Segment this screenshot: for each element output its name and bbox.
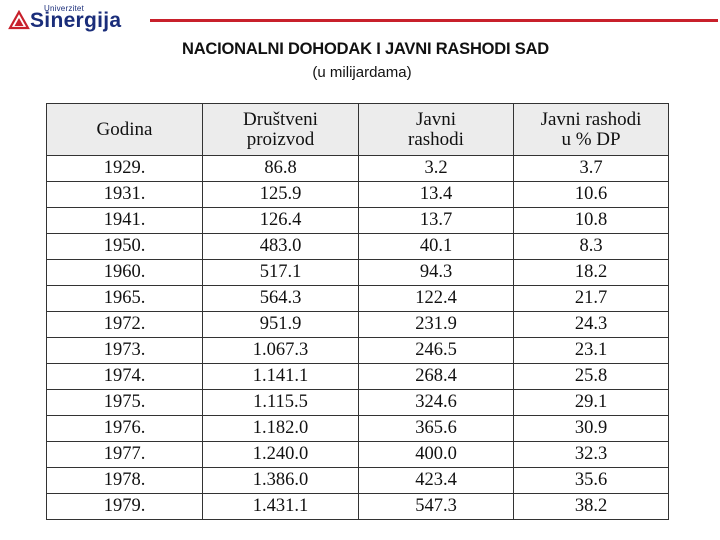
gdp-cell: 1.067.3 — [202, 337, 359, 364]
public-expenditure-cell: 3.2 — [358, 155, 514, 182]
expenditure-percent-cell: 21.7 — [513, 285, 669, 312]
table-row: 1976. 1.182.0 365.6 30.9 — [46, 415, 669, 442]
year-cell: 1977. — [46, 441, 203, 468]
public-expenditure-cell: 246.5 — [358, 337, 514, 364]
column-header-line: Javni rashodi — [540, 108, 642, 130]
table-row: 1972. 951.9 231.9 24.3 — [46, 311, 669, 338]
year-cell: 1960. — [46, 259, 203, 286]
table-row: 1929. 86.8 3.2 3.7 — [46, 155, 669, 182]
header-bar: Univerzitet Sinergija — [0, 0, 720, 44]
logo-subtext: Univerzitet — [44, 4, 84, 13]
gdp-cell: 1.431.1 — [202, 493, 359, 520]
year-cell: 1978. — [46, 467, 203, 494]
page-subtitle: (u milijardama) — [312, 64, 412, 81]
table-row: 1979. 1.431.1 547.3 38.2 — [46, 493, 669, 520]
university-logo: Univerzitet Sinergija — [8, 4, 148, 38]
expenditure-percent-cell: 24.3 — [513, 311, 669, 338]
expenditure-percent-cell: 10.8 — [513, 207, 669, 234]
year-cell: 1972. — [46, 311, 203, 338]
expenditure-percent-cell: 18.2 — [513, 259, 669, 286]
page-title: NACIONALNI DOHODAK I JAVNI RASHODI SAD — [182, 40, 550, 58]
column-header-line: Godina — [96, 118, 153, 140]
year-cell: 1973. — [46, 337, 203, 364]
year-cell: 1975. — [46, 389, 203, 416]
year-cell: 1929. — [46, 155, 203, 182]
gdp-cell: 86.8 — [202, 155, 359, 182]
gdp-cell: 126.4 — [202, 207, 359, 234]
gdp-cell: 1.141.1 — [202, 363, 359, 390]
year-cell: 1965. — [46, 285, 203, 312]
public-expenditure-cell: 365.6 — [358, 415, 514, 442]
table-row: 1950. 483.0 40.1 8.3 — [46, 233, 669, 260]
gdp-cell: 1.115.5 — [202, 389, 359, 416]
public-expenditure-cell: 400.0 — [358, 441, 514, 468]
public-expenditure-cell: 324.6 — [358, 389, 514, 416]
public-expenditure-cell: 122.4 — [358, 285, 514, 312]
year-cell: 1974. — [46, 363, 203, 390]
table-body: 1929. 86.8 3.2 3.7 1931. 125.9 13.4 10.6 1941. 12… — [46, 155, 669, 520]
public-expenditure-cell: 423.4 — [358, 467, 514, 494]
logo-name: Sinergija — [30, 9, 122, 32]
column-header-line: Javni — [415, 108, 457, 130]
public-expenditure-cell: 268.4 — [358, 363, 514, 390]
gdp-cell: 1.182.0 — [202, 415, 359, 442]
public-expenditure-cell: 40.1 — [358, 233, 514, 260]
table-row: 1974. 1.141.1 268.4 25.8 — [46, 363, 669, 390]
column-header-public-expenditure: Javni rashodi — [358, 103, 514, 156]
expenditure-percent-cell: 38.2 — [513, 493, 669, 520]
gdp-cell: 517.1 — [202, 259, 359, 286]
income-expenditure-table: Godina Društveni proizvod Javni rashodi Javni… — [46, 103, 669, 520]
column-header-line: u % DP — [561, 128, 621, 150]
sinergija-logo-icon — [8, 10, 30, 30]
year-cell: 1950. — [46, 233, 203, 260]
table-row: 1960. 517.1 94.3 18.2 — [46, 259, 669, 286]
table-row: 1977. 1.240.0 400.0 32.3 — [46, 441, 669, 468]
table-row: 1931. 125.9 13.4 10.6 — [46, 181, 669, 208]
year-cell: 1979. — [46, 493, 203, 520]
table-row: 1975. 1.115.5 324.6 29.1 — [46, 389, 669, 416]
gdp-cell: 483.0 — [202, 233, 359, 260]
public-expenditure-cell: 13.4 — [358, 181, 514, 208]
expenditure-percent-cell: 10.6 — [513, 181, 669, 208]
table-row: 1965. 564.3 122.4 21.7 — [46, 285, 669, 312]
header-divider — [150, 19, 718, 22]
table-row: 1941. 126.4 13.7 10.8 — [46, 207, 669, 234]
year-cell: 1976. — [46, 415, 203, 442]
column-header-expenditure-percent: Javni rashodi u % DP — [513, 103, 669, 156]
gdp-cell: 564.3 — [202, 285, 359, 312]
column-header-line: rashodi — [408, 128, 464, 150]
table-row: 1973. 1.067.3 246.5 23.1 — [46, 337, 669, 364]
public-expenditure-cell: 13.7 — [358, 207, 514, 234]
year-cell: 1941. — [46, 207, 203, 234]
year-cell: 1931. — [46, 181, 203, 208]
table-header-row: Godina Društveni proizvod Javni rashodi Javni… — [46, 103, 669, 156]
column-header-line: proizvod — [246, 128, 315, 150]
column-header-line: Društveni — [243, 108, 318, 130]
column-header-year: Godina — [46, 103, 203, 156]
expenditure-percent-cell: 29.1 — [513, 389, 669, 416]
gdp-cell: 1.240.0 — [202, 441, 359, 468]
expenditure-percent-cell: 3.7 — [513, 155, 669, 182]
column-header-gdp: Društveni proizvod — [202, 103, 359, 156]
public-expenditure-cell: 231.9 — [358, 311, 514, 338]
expenditure-percent-cell: 23.1 — [513, 337, 669, 364]
gdp-cell: 1.386.0 — [202, 467, 359, 494]
expenditure-percent-cell: 32.3 — [513, 441, 669, 468]
public-expenditure-cell: 94.3 — [358, 259, 514, 286]
gdp-cell: 125.9 — [202, 181, 359, 208]
table-row: 1978. 1.386.0 423.4 35.6 — [46, 467, 669, 494]
expenditure-percent-cell: 30.9 — [513, 415, 669, 442]
expenditure-percent-cell: 35.6 — [513, 467, 669, 494]
expenditure-percent-cell: 25.8 — [513, 363, 669, 390]
gdp-cell: 951.9 — [202, 311, 359, 338]
expenditure-percent-cell: 8.3 — [513, 233, 669, 260]
public-expenditure-cell: 547.3 — [358, 493, 514, 520]
